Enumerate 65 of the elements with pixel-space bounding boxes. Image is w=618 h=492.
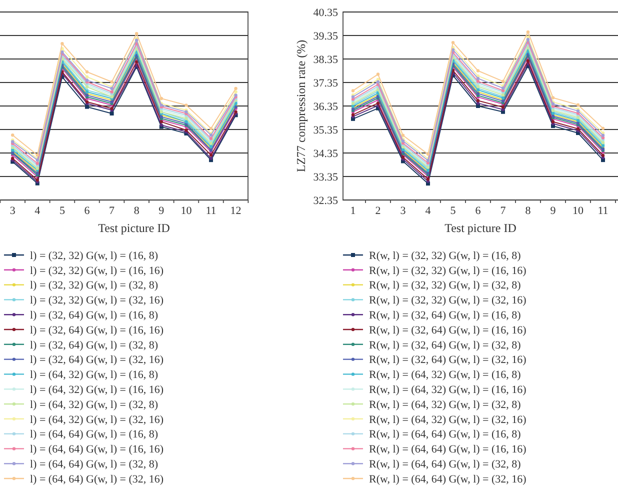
legend-label: R(w, l) = (64, 32) G(w, l) = (32, 8) — [369, 398, 522, 411]
legend-label: l) = (32, 32) G(w, l) = (32, 8) — [30, 280, 158, 292]
legend-label: R(w, l) = (32, 32) G(w, l) = (32, 16) — [369, 294, 527, 307]
x-tick-label: 10 — [572, 205, 584, 217]
y-tick-label: 35.35 — [313, 124, 338, 136]
x-tick-label: 5 — [59, 205, 66, 217]
legend-label: l) = (64, 64) G(w, l) = (16, 8) — [30, 428, 158, 441]
x-axis-title: Test picture ID — [98, 221, 170, 235]
x-axis-title: Test picture ID — [444, 221, 517, 235]
x-tick-label: 6 — [475, 205, 482, 217]
legend-label: R(w, l) = (64, 32) G(w, l) = (16, 8) — [369, 369, 522, 382]
y-tick-label: 34.35 — [313, 148, 338, 160]
legend-label: R(w, l) = (32, 32) G(w, l) = (16, 16) — [369, 264, 527, 277]
legend-label: R(w, l) = (32, 32) G(w, l) = (32, 8) — [369, 280, 522, 292]
x-tick-label: 6 — [84, 205, 90, 217]
legend-label: R(w, l) = (64, 64) G(w, l) = (16, 16) — [369, 444, 527, 456]
x-tick-label: 11 — [206, 205, 216, 217]
y-axis-title: LZ77 compression rate (%) — [294, 40, 308, 172]
legend-label: R(w, l) = (64, 64) G(w, l) = (32, 16) — [369, 473, 527, 486]
legend-label: R(w, l) = (32, 64) G(w, l) = (32, 16) — [369, 354, 527, 366]
legend-label: l) = (64, 32) G(w, l) = (32, 16) — [30, 414, 164, 426]
legend-label: l) = (32, 64) G(w, l) = (16, 16) — [30, 324, 164, 336]
legend-label: l) = (64, 64) G(w, l) = (16, 16) — [30, 444, 164, 456]
legend-label: R(w, l) = (64, 64) G(w, l) = (16, 8) — [369, 428, 522, 441]
legend-label: l) = (32, 64) G(w, l) = (32, 16) — [30, 354, 164, 366]
legend-label: l) = (64, 32) G(w, l) = (32, 8) — [30, 398, 158, 411]
legend-label: l) = (64, 64) G(w, l) = (32, 8) — [30, 458, 158, 470]
legend-label: R(w, l) = (32, 64) G(w, l) = (16, 16) — [369, 324, 527, 336]
legend-label: R(w, l) = (32, 32) G(w, l) = (16, 8) — [369, 250, 522, 262]
legend-label: l) = (32, 64) G(w, l) = (16, 8) — [30, 309, 158, 322]
y-tick-label: 39.35 — [313, 30, 338, 42]
x-tick-label: 12 — [230, 205, 242, 217]
y-tick-label: 40.35 — [313, 6, 338, 19]
y-tick-label: 37.35 — [313, 77, 338, 90]
x-tick-label: 3 — [10, 205, 16, 217]
y-tick-label: 33.35 — [313, 171, 338, 184]
y-tick-label: 38.35 — [313, 54, 338, 66]
x-tick-label: 9 — [158, 205, 165, 217]
x-tick-label: 2 — [375, 205, 381, 217]
legend-label: R(w, l) = (32, 64) G(w, l) = (16, 8) — [369, 309, 522, 322]
y-tick-label: 32.35 — [313, 194, 338, 207]
legend-label: l) = (32, 32) G(w, l) = (16, 16) — [30, 264, 164, 277]
legend-label: R(w, l) = (64, 64) G(w, l) = (32, 8) — [369, 458, 522, 470]
legend-label: l) = (32, 32) G(w, l) = (16, 8) — [30, 250, 158, 262]
x-tick-label: 9 — [550, 205, 556, 217]
y-tick-label: 36.35 — [313, 100, 338, 113]
legend-label: l) = (64, 32) G(w, l) = (16, 16) — [30, 384, 164, 396]
x-tick-label: 8 — [134, 205, 140, 217]
legend-label: R(w, l) = (64, 32) G(w, l) = (16, 16) — [369, 384, 527, 396]
x-tick-label: 3 — [400, 205, 406, 217]
x-tick-label: 11 — [598, 205, 608, 217]
legend-label: l) = (64, 64) G(w, l) = (32, 16) — [30, 473, 164, 486]
legend-label: l) = (32, 64) G(w, l) = (32, 8) — [30, 339, 158, 352]
x-tick-label: 10 — [180, 205, 192, 217]
x-tick-label: 8 — [525, 205, 532, 217]
x-tick-label: 1 — [350, 205, 356, 217]
legend-label: l) = (32, 32) G(w, l) = (32, 16) — [30, 294, 164, 307]
x-tick-label: 7 — [109, 205, 116, 217]
legend-label: R(w, l) = (32, 64) G(w, l) = (32, 8) — [369, 339, 522, 352]
x-tick-label: 5 — [450, 205, 456, 217]
x-tick-label: 4 — [34, 205, 41, 217]
legend-label: R(w, l) = (64, 32) G(w, l) = (32, 16) — [369, 414, 527, 426]
legend-label: l) = (64, 32) G(w, l) = (16, 8) — [30, 369, 158, 382]
x-tick-label: 4 — [425, 205, 432, 217]
x-tick-label: 7 — [500, 205, 506, 217]
